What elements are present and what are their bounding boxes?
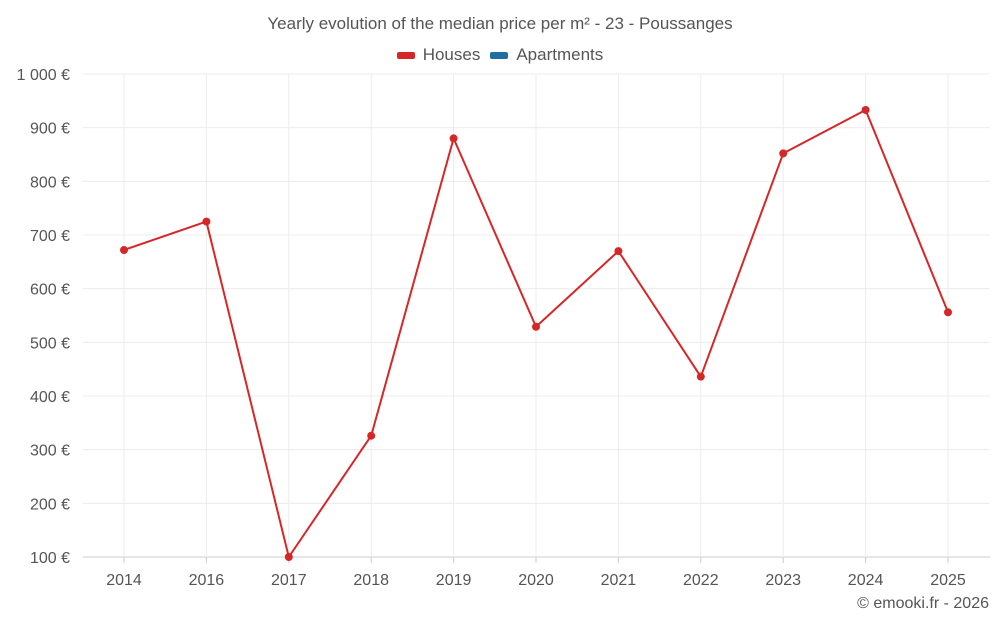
- x-tick-label: 2017: [271, 572, 307, 589]
- legend-item-houses[interactable]: Houses: [396, 45, 481, 65]
- data-point: [532, 322, 540, 331]
- data-point: [202, 217, 211, 226]
- y-tick-label: 1 000 €: [17, 67, 70, 84]
- y-tick-label: 300 €: [30, 443, 70, 460]
- y-tick-label: 200 €: [30, 496, 70, 513]
- chart-title: Yearly evolution of the median price per…: [267, 14, 733, 33]
- x-tick-label: 2020: [518, 572, 554, 589]
- x-tick-label: 2014: [106, 572, 142, 589]
- credit-text: © emooki.fr - 2026: [857, 595, 989, 612]
- legend-swatch-houses: [396, 51, 415, 59]
- data-point: [696, 372, 705, 381]
- data-point: [449, 134, 458, 143]
- data-point: [779, 149, 788, 158]
- legend: Houses Apartments: [0, 45, 1000, 65]
- x-tick-label: 2019: [436, 572, 472, 589]
- y-tick-label: 900 €: [30, 121, 70, 138]
- x-tick-label: 2025: [930, 572, 966, 589]
- y-tick-label: 100 €: [30, 550, 70, 567]
- data-point: [944, 308, 952, 317]
- legend-item-apartments[interactable]: Apartments: [490, 45, 603, 65]
- y-tick-label: 500 €: [30, 335, 70, 352]
- legend-label-apartments: Apartments: [516, 45, 604, 64]
- legend-swatch-apartments: [490, 51, 509, 59]
- data-point: [861, 105, 870, 114]
- x-tick-label: 2024: [848, 572, 884, 589]
- data-point: [284, 553, 293, 561]
- y-tick-label: 600 €: [30, 282, 70, 299]
- data-point: [367, 431, 376, 440]
- legend-label-houses: Houses: [422, 45, 481, 64]
- y-tick-label: 800 €: [30, 174, 70, 191]
- y-tick-label: 700 €: [30, 228, 70, 245]
- x-tick-label: 2022: [683, 572, 719, 589]
- x-tick-label: 2018: [353, 572, 389, 589]
- y-tick-label: 400 €: [30, 389, 70, 406]
- data-point: [614, 247, 623, 256]
- x-tick-label: 2023: [765, 572, 801, 589]
- x-tick-label: 2021: [601, 572, 637, 589]
- x-tick-label: 2016: [189, 572, 225, 589]
- data-point: [120, 246, 128, 255]
